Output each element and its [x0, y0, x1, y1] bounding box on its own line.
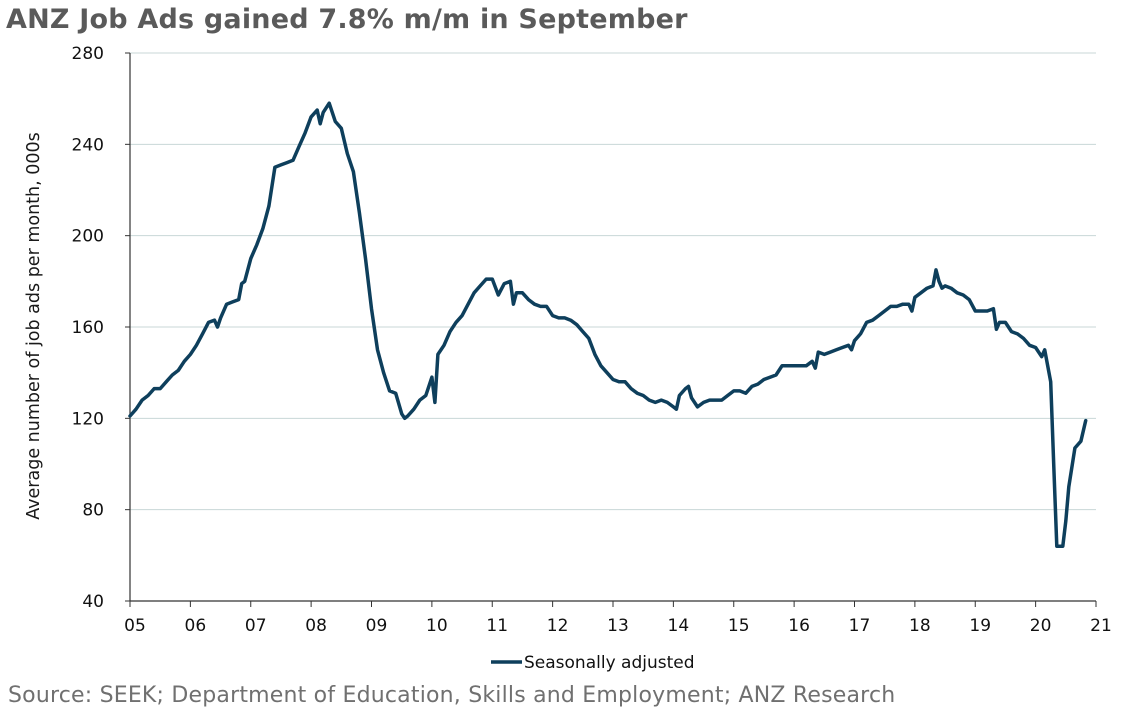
x-tick-label: 10 [426, 616, 448, 636]
legend-label: Seasonally adjusted [524, 653, 695, 673]
x-tick-label: 20 [1030, 616, 1052, 636]
y-tick-label: 240 [72, 135, 104, 155]
x-tick-label: 17 [849, 616, 871, 636]
x-tick-label: 12 [547, 616, 569, 636]
series-group [128, 101, 1088, 548]
x-tick-label: 14 [668, 616, 690, 636]
chart-title: ANZ Job Ads gained 7.8% m/m in September [6, 4, 688, 35]
x-tick-label: 08 [305, 616, 327, 636]
x-tick-label: 21 [1090, 616, 1112, 636]
x-tick-label: 15 [728, 616, 750, 636]
x-tick-label: 16 [788, 616, 810, 636]
x-tick-label: 05 [124, 616, 146, 636]
source-note: Source: SEEK; Department of Education, S… [8, 683, 896, 708]
x-tick-label: 06 [185, 616, 207, 636]
x-tick-label: 19 [969, 616, 991, 636]
x-tick-label: 11 [486, 616, 508, 636]
gridlines [130, 52, 1096, 511]
y-tick-label: 200 [72, 227, 104, 247]
x-tick-label: 09 [366, 616, 388, 636]
x-tick-label: 07 [245, 616, 267, 636]
axes [125, 52, 1097, 607]
x-tick-label: 18 [909, 616, 931, 636]
x-tick-label: 13 [607, 616, 629, 636]
y-tick-label: 120 [72, 409, 104, 429]
y-tick-label: 280 [72, 44, 104, 64]
y-tick-label: 160 [72, 318, 104, 338]
y-tick-labels: 40 80 120 160 200 240 280 [72, 44, 104, 612]
x-tick-labels: 05 06 07 08 09 10 11 12 13 14 15 16 17 18 19 20 21 [124, 616, 1112, 636]
y-tick-label: 40 [82, 592, 104, 612]
y-tick-label: 80 [82, 501, 104, 521]
series-line-seasonally-adjusted [128, 101, 1088, 548]
legend: Seasonally adjusted [491, 653, 695, 673]
